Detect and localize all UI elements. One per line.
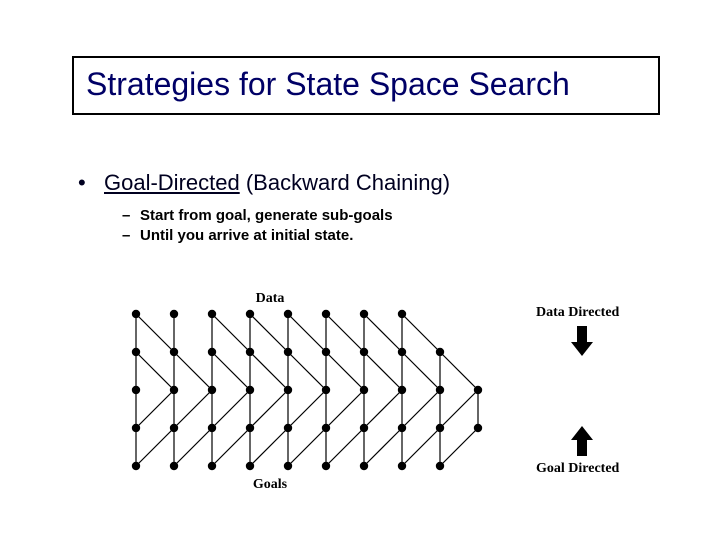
bullet-list: Goal-Directed (Backward Chaining) Start … xyxy=(78,170,450,247)
label-data-directed: Data Directed xyxy=(536,305,620,320)
label-data: Data xyxy=(256,291,285,306)
graph-edge xyxy=(288,314,326,352)
graph-node xyxy=(436,424,444,432)
graph-edge xyxy=(250,428,288,466)
graph-node xyxy=(284,424,292,432)
graph-node xyxy=(436,348,444,356)
up-arrow-icon xyxy=(571,426,593,456)
graph-edge xyxy=(402,428,440,466)
graph-node xyxy=(132,462,140,470)
graph-edge xyxy=(288,428,326,466)
graph-node xyxy=(246,462,254,470)
graph-node xyxy=(170,348,178,356)
sub-bullet-list: Start from goal, generate sub-goals Unti… xyxy=(122,206,450,247)
graph-node xyxy=(284,348,292,356)
graph-node xyxy=(208,462,216,470)
graph-edge xyxy=(364,314,402,352)
graph-edge xyxy=(440,428,478,466)
graph-edge xyxy=(326,428,364,466)
graph-node xyxy=(208,424,216,432)
graph-node xyxy=(132,424,140,432)
graph-edge xyxy=(250,390,288,428)
graph-node xyxy=(360,462,368,470)
graph-node xyxy=(436,462,444,470)
label-goals: Goals xyxy=(253,477,288,492)
graph-node xyxy=(436,386,444,394)
graph-node xyxy=(398,386,406,394)
graph-edge xyxy=(212,352,250,390)
graph-edge xyxy=(136,314,174,352)
down-arrow-icon xyxy=(571,326,593,356)
graph-node xyxy=(398,310,406,318)
graph-edge xyxy=(212,390,250,428)
graph-edge xyxy=(364,428,402,466)
graph-node xyxy=(132,310,140,318)
slide: Strategies for State Space Search Goal-D… xyxy=(0,0,720,540)
graph-node xyxy=(474,424,482,432)
graph-node xyxy=(322,386,330,394)
graph-node xyxy=(322,310,330,318)
graph-edge xyxy=(288,352,326,390)
graph-edge xyxy=(212,428,250,466)
graph-node xyxy=(360,424,368,432)
label-goal-directed: Goal Directed xyxy=(536,461,620,476)
graph-edge xyxy=(174,390,212,428)
graph-node xyxy=(208,348,216,356)
graph-node xyxy=(170,424,178,432)
graph-node xyxy=(322,424,330,432)
graph-node xyxy=(246,386,254,394)
graph-node xyxy=(170,310,178,318)
graph-node xyxy=(322,348,330,356)
graph-node xyxy=(170,386,178,394)
graph-node xyxy=(132,348,140,356)
graph-edge xyxy=(402,352,440,390)
graph-edge xyxy=(326,352,364,390)
graph-edge xyxy=(250,352,288,390)
graph-edge xyxy=(402,390,440,428)
graph-edge xyxy=(250,314,288,352)
graph-node xyxy=(246,310,254,318)
bullet-rest: (Backward Chaining) xyxy=(240,170,450,195)
graph-node xyxy=(398,462,406,470)
graph-edge xyxy=(174,428,212,466)
graph-node xyxy=(398,348,406,356)
graph-node xyxy=(322,462,330,470)
graph-node xyxy=(398,424,406,432)
sub-bullet-2: Until you arrive at initial state. xyxy=(122,226,450,246)
graph-node xyxy=(208,386,216,394)
graph-edge xyxy=(326,314,364,352)
graph-node xyxy=(360,386,368,394)
graph-node xyxy=(132,386,140,394)
graph-edge xyxy=(440,390,478,428)
graph-node xyxy=(246,424,254,432)
graph-node xyxy=(474,386,482,394)
graph-edge xyxy=(326,390,364,428)
title-box: Strategies for State Space Search xyxy=(72,56,660,115)
graph-node xyxy=(170,462,178,470)
graph-node xyxy=(284,462,292,470)
graph-edge xyxy=(402,314,440,352)
graph-node xyxy=(208,310,216,318)
graph-edge xyxy=(288,390,326,428)
graph-edge xyxy=(136,390,174,428)
sub-bullet-1: Start from goal, generate sub-goals xyxy=(122,206,450,226)
graph-edge xyxy=(212,314,250,352)
bullet-lead: Goal-Directed xyxy=(104,170,240,195)
graph-edge xyxy=(364,352,402,390)
graph-edge xyxy=(174,352,212,390)
graph-edge xyxy=(136,352,174,390)
state-space-diagram: Data Goals Data Directed Goal Directed xyxy=(130,286,650,496)
graph-node xyxy=(360,310,368,318)
graph-edge xyxy=(440,352,478,390)
slide-title: Strategies for State Space Search xyxy=(86,66,646,103)
graph-node xyxy=(246,348,254,356)
graph-node xyxy=(284,386,292,394)
graph-node xyxy=(284,310,292,318)
graph-edge xyxy=(136,428,174,466)
graph-edge xyxy=(364,390,402,428)
bullet-item: Goal-Directed (Backward Chaining) Start … xyxy=(78,170,450,247)
graph-node xyxy=(360,348,368,356)
